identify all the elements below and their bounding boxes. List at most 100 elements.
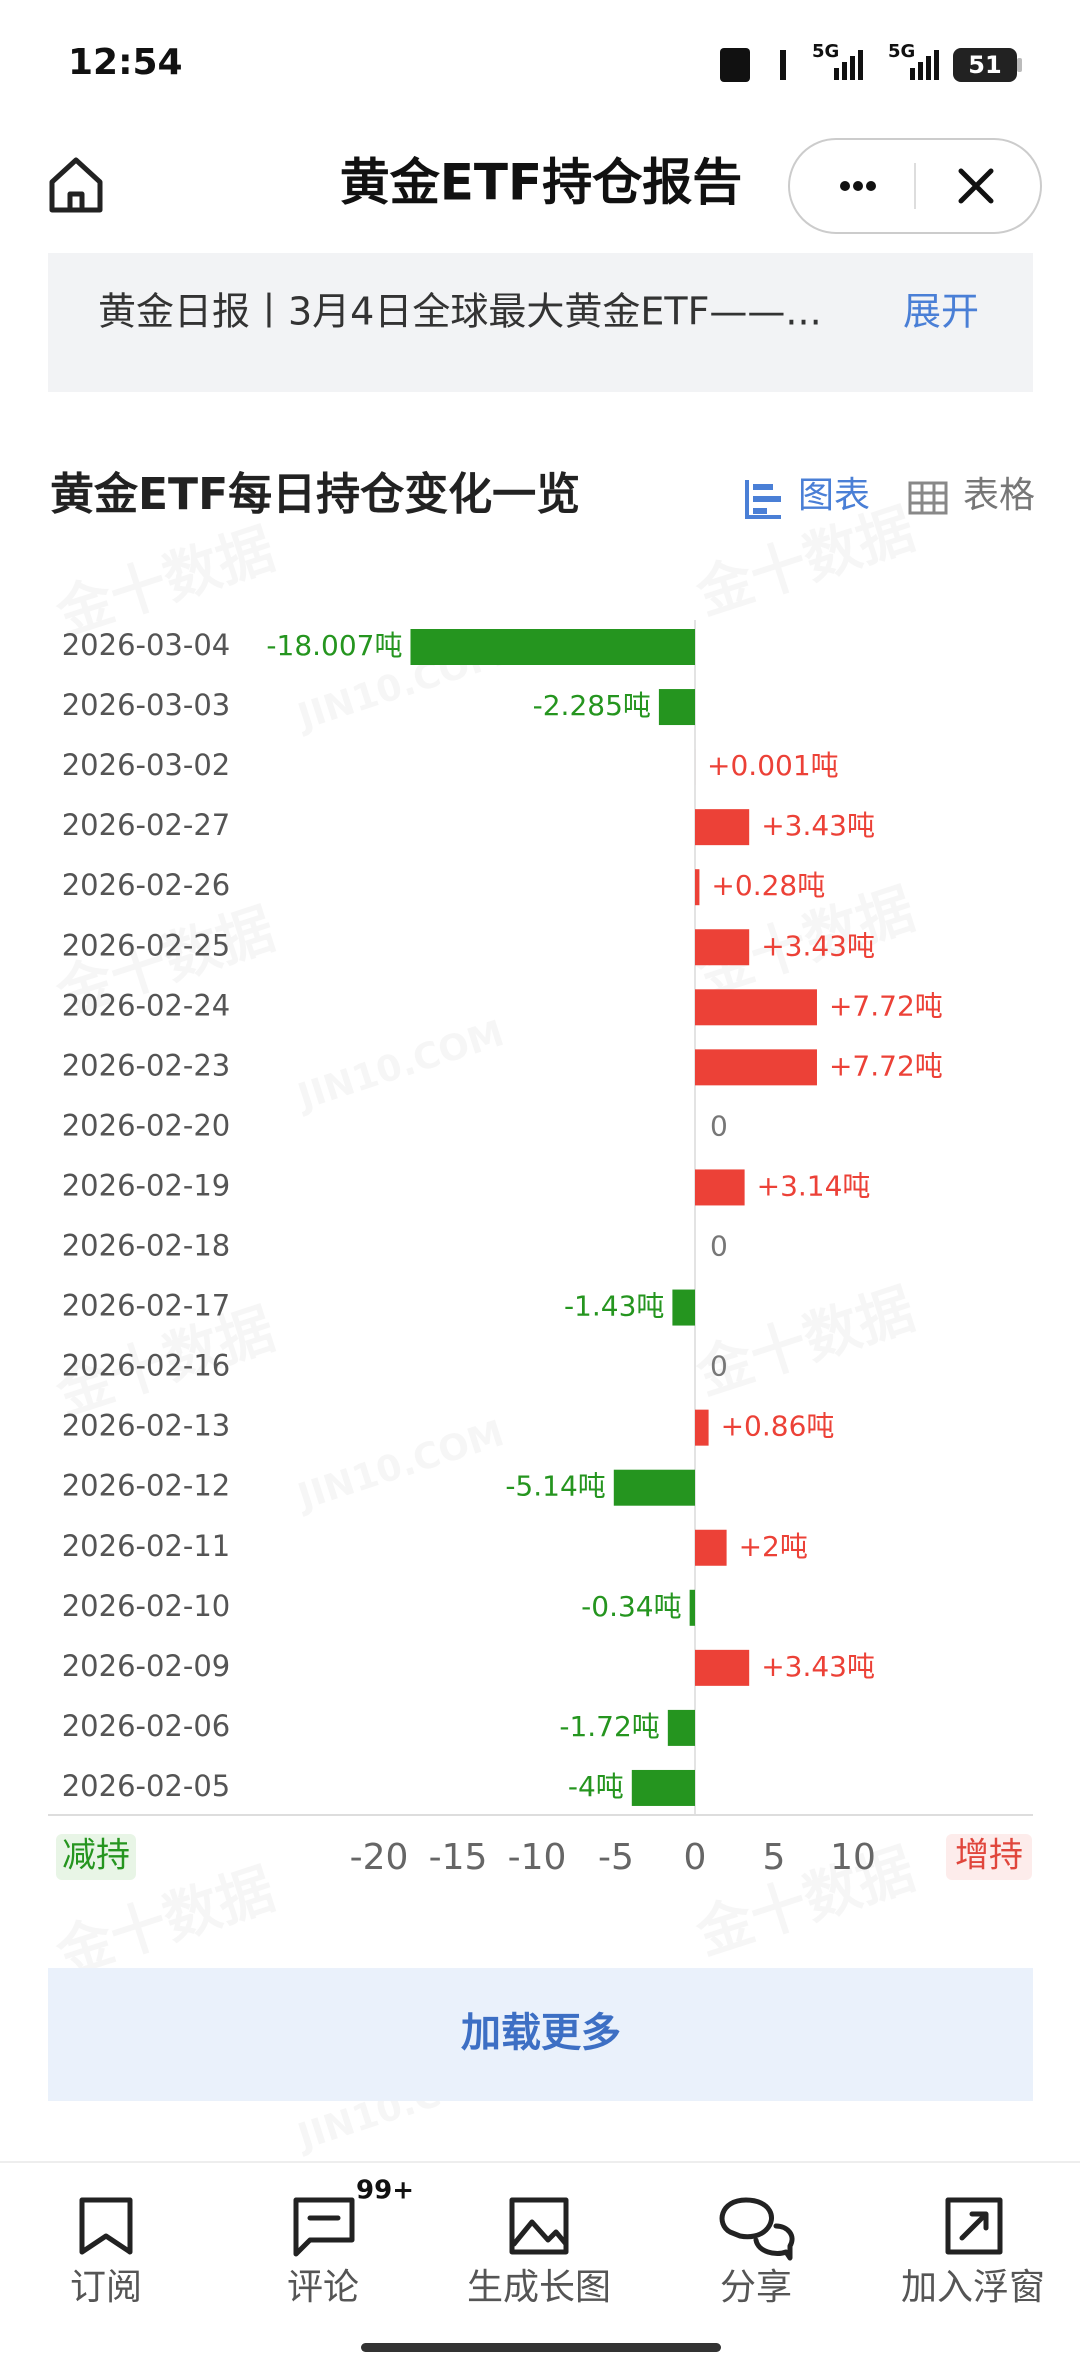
nav-label[interactable]: 加入浮窗	[901, 2267, 1045, 2308]
x-tick-label: 10	[830, 1837, 876, 1878]
negative-badge	[56, 1834, 136, 1880]
category-label: 2026-02-12	[62, 1469, 231, 1503]
value-label: +3.43吨	[761, 929, 875, 962]
value-label: +7.72吨	[829, 989, 943, 1022]
more-button[interactable]	[840, 181, 876, 191]
bar	[689, 1589, 695, 1626]
bar	[695, 809, 750, 846]
bar	[672, 1289, 695, 1326]
bar	[695, 1649, 750, 1686]
bar	[631, 1769, 695, 1806]
nav-label[interactable]: 生成长图	[467, 2267, 611, 2308]
value-label: +3.14吨	[757, 1169, 871, 1202]
notice-text: 黄金日报丨3月4日全球最大黄金ETF——...	[98, 290, 822, 334]
category-label: 2026-02-26	[62, 868, 231, 902]
category-label: 2026-02-06	[62, 1709, 231, 1743]
home-indicator	[361, 2343, 721, 2352]
share-icon[interactable]	[719, 2197, 795, 2261]
value-label: +3.43吨	[761, 1650, 875, 1683]
category-label: 2026-03-04	[62, 628, 231, 662]
bar	[695, 1529, 727, 1566]
bar	[695, 1169, 745, 1206]
value-label: 0	[710, 1350, 728, 1383]
positive-legend: 增持	[955, 1836, 1023, 1876]
watermark: JIN10.COM	[290, 1413, 509, 1519]
chart: -20 -15 -10 -5 0 5 10 2026-03-04 -18.007吨 2026-03…	[62, 620, 943, 1878]
nav-label[interactable]: 评论	[287, 2267, 359, 2308]
notice-box	[48, 253, 1033, 392]
table-tab-icon[interactable]	[908, 481, 948, 515]
value-label: -0.34吨	[581, 1590, 681, 1623]
category-label: 2026-03-03	[62, 688, 231, 722]
table-tab[interactable]: 表格	[963, 475, 1035, 516]
value-label: 0	[710, 1230, 728, 1263]
page-title: 黄金ETF持仓报告	[340, 154, 742, 212]
bar	[613, 1469, 695, 1506]
subscribe-icon[interactable]	[79, 2197, 133, 2255]
close-button[interactable]	[958, 168, 994, 204]
value-label: -2.285吨	[533, 689, 651, 722]
value-label: +2吨	[739, 1530, 808, 1563]
category-label: 2026-02-10	[62, 1589, 231, 1623]
nav-label[interactable]: 订阅	[70, 2267, 142, 2308]
category-label: 2026-02-18	[62, 1229, 231, 1263]
x-tick-label: -20	[350, 1837, 409, 1878]
value-label: -1.72吨	[559, 1710, 659, 1743]
signal-icons	[720, 48, 1022, 82]
bar	[695, 929, 750, 966]
home-button[interactable]	[49, 157, 103, 213]
positive-badge	[946, 1834, 1032, 1880]
float-icon[interactable]	[945, 2197, 1003, 2255]
nav: 订阅 评论 生成长图 分享 加入浮窗	[70, 2267, 1045, 2308]
category-label: 2026-02-09	[62, 1649, 231, 1683]
x-tick-label: 0	[684, 1837, 707, 1878]
category-label: 2026-02-13	[62, 1409, 231, 1443]
network: 5G	[888, 41, 915, 62]
bar	[667, 1709, 695, 1746]
watermark: JIN10.COM	[290, 1013, 509, 1119]
category-label: 2026-02-05	[62, 1769, 231, 1803]
expand-link[interactable]: 展开	[903, 290, 979, 334]
long-image-icon[interactable]	[509, 2197, 569, 2255]
x-tick-label: -10	[508, 1837, 567, 1878]
network: 5G	[812, 41, 839, 62]
nav-label[interactable]: 分享	[720, 2267, 792, 2308]
load-more[interactable]: 加载更多	[461, 2010, 621, 2056]
category-label: 2026-02-16	[62, 1349, 231, 1383]
comment-badge: 99+	[356, 2176, 414, 2206]
value-label: +0.001吨	[707, 749, 839, 782]
bar	[410, 629, 695, 665]
value-label: 0	[710, 1109, 728, 1142]
negative-legend: 减持	[62, 1836, 130, 1876]
bar	[695, 989, 817, 1026]
category-label: 2026-02-11	[62, 1529, 231, 1563]
category-label: 2026-02-19	[62, 1168, 231, 1202]
bar	[658, 689, 695, 726]
x-tick-label: -5	[598, 1837, 634, 1878]
category-label: 2026-02-24	[62, 988, 231, 1022]
value-label: +0.28吨	[711, 869, 825, 902]
category-label: 2026-02-25	[62, 928, 231, 962]
category-label: 2026-02-27	[62, 808, 231, 842]
watermark: 金十数据	[688, 1837, 922, 1968]
comment-icon[interactable]	[293, 2197, 355, 2257]
value-label: -18.007吨	[266, 629, 402, 662]
status-time: 12:54	[68, 42, 183, 83]
bar	[695, 1049, 817, 1086]
x-tick-label: 5	[763, 1837, 786, 1878]
chart-tab[interactable]: 图表	[798, 475, 870, 516]
chart-tab-icon[interactable]	[745, 480, 781, 519]
value-label: +3.43吨	[761, 809, 875, 842]
x-tick-label: -15	[429, 1837, 488, 1878]
value-label: +0.86吨	[721, 1410, 835, 1443]
value-label: -4吨	[568, 1770, 624, 1803]
load-more-box[interactable]	[48, 1968, 1033, 2101]
category-label: 2026-02-17	[62, 1289, 231, 1323]
watermark: 金十数据	[688, 497, 922, 628]
category-label: 2026-02-23	[62, 1048, 231, 1082]
value-label: +7.72吨	[829, 1049, 943, 1082]
category-label: 2026-03-02	[62, 748, 231, 782]
